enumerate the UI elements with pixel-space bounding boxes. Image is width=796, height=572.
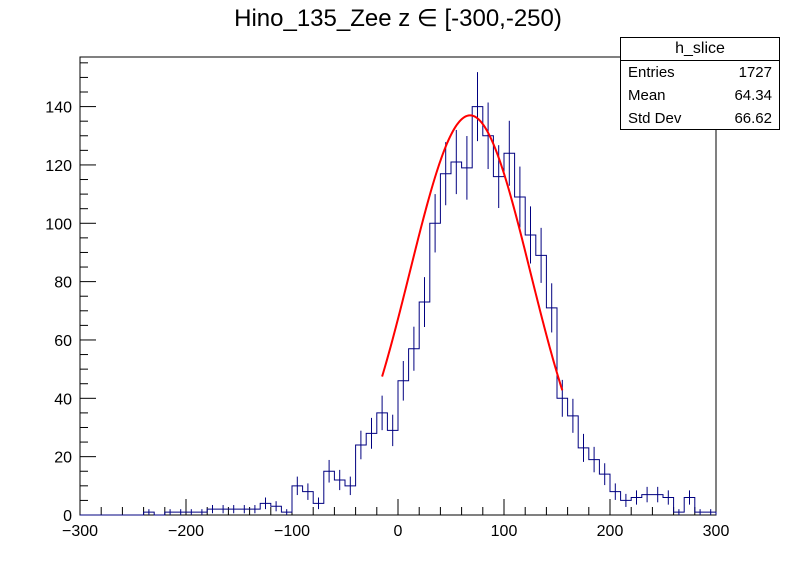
y-tick-label: 80 <box>54 275 72 292</box>
y-tick-label: 20 <box>54 450 72 467</box>
y-tick-label: 140 <box>45 100 72 117</box>
chart-title: Hino_135_Zee z ∈ [-300,-250) <box>234 5 562 32</box>
x-tick-label: 100 <box>491 523 518 540</box>
stats-row-mean: Mean 64.34 <box>621 84 779 107</box>
x-tick-label: 0 <box>394 523 403 540</box>
y-tick-label: 60 <box>54 333 72 350</box>
stats-row-stddev: Std Dev 66.62 <box>621 107 779 130</box>
stats-label: Std Dev <box>628 110 682 127</box>
stats-value: 64.34 <box>734 87 772 104</box>
y-axis: 0 20 40 60 80 100 120 140 <box>45 62 96 525</box>
stats-row-entries: Entries 1727 <box>621 61 779 84</box>
y-tick-label: 40 <box>54 391 72 408</box>
x-tick-label: −200 <box>168 523 204 540</box>
y-tick-label: 100 <box>45 216 72 233</box>
x-tick-label: 300 <box>703 523 730 540</box>
gaussian-fit-curve <box>381 114 564 391</box>
stats-label: Mean <box>628 87 666 104</box>
x-axis: −300 −200 −100 0 100 200 300 <box>62 499 729 540</box>
histogram-series <box>80 106 717 516</box>
y-tick-label: 0 <box>63 508 72 525</box>
x-tick-label: −100 <box>274 523 310 540</box>
stats-box: h_slice Entries 1727 Mean 64.34 Std Dev … <box>620 37 780 130</box>
x-tick-label: −300 <box>62 523 98 540</box>
y-tick-label: 120 <box>45 158 72 175</box>
stats-value: 66.62 <box>734 110 772 127</box>
stats-label: Entries <box>628 64 675 81</box>
stats-box-title: h_slice <box>621 38 779 61</box>
x-tick-label: 200 <box>597 523 624 540</box>
stats-value: 1727 <box>738 64 772 81</box>
